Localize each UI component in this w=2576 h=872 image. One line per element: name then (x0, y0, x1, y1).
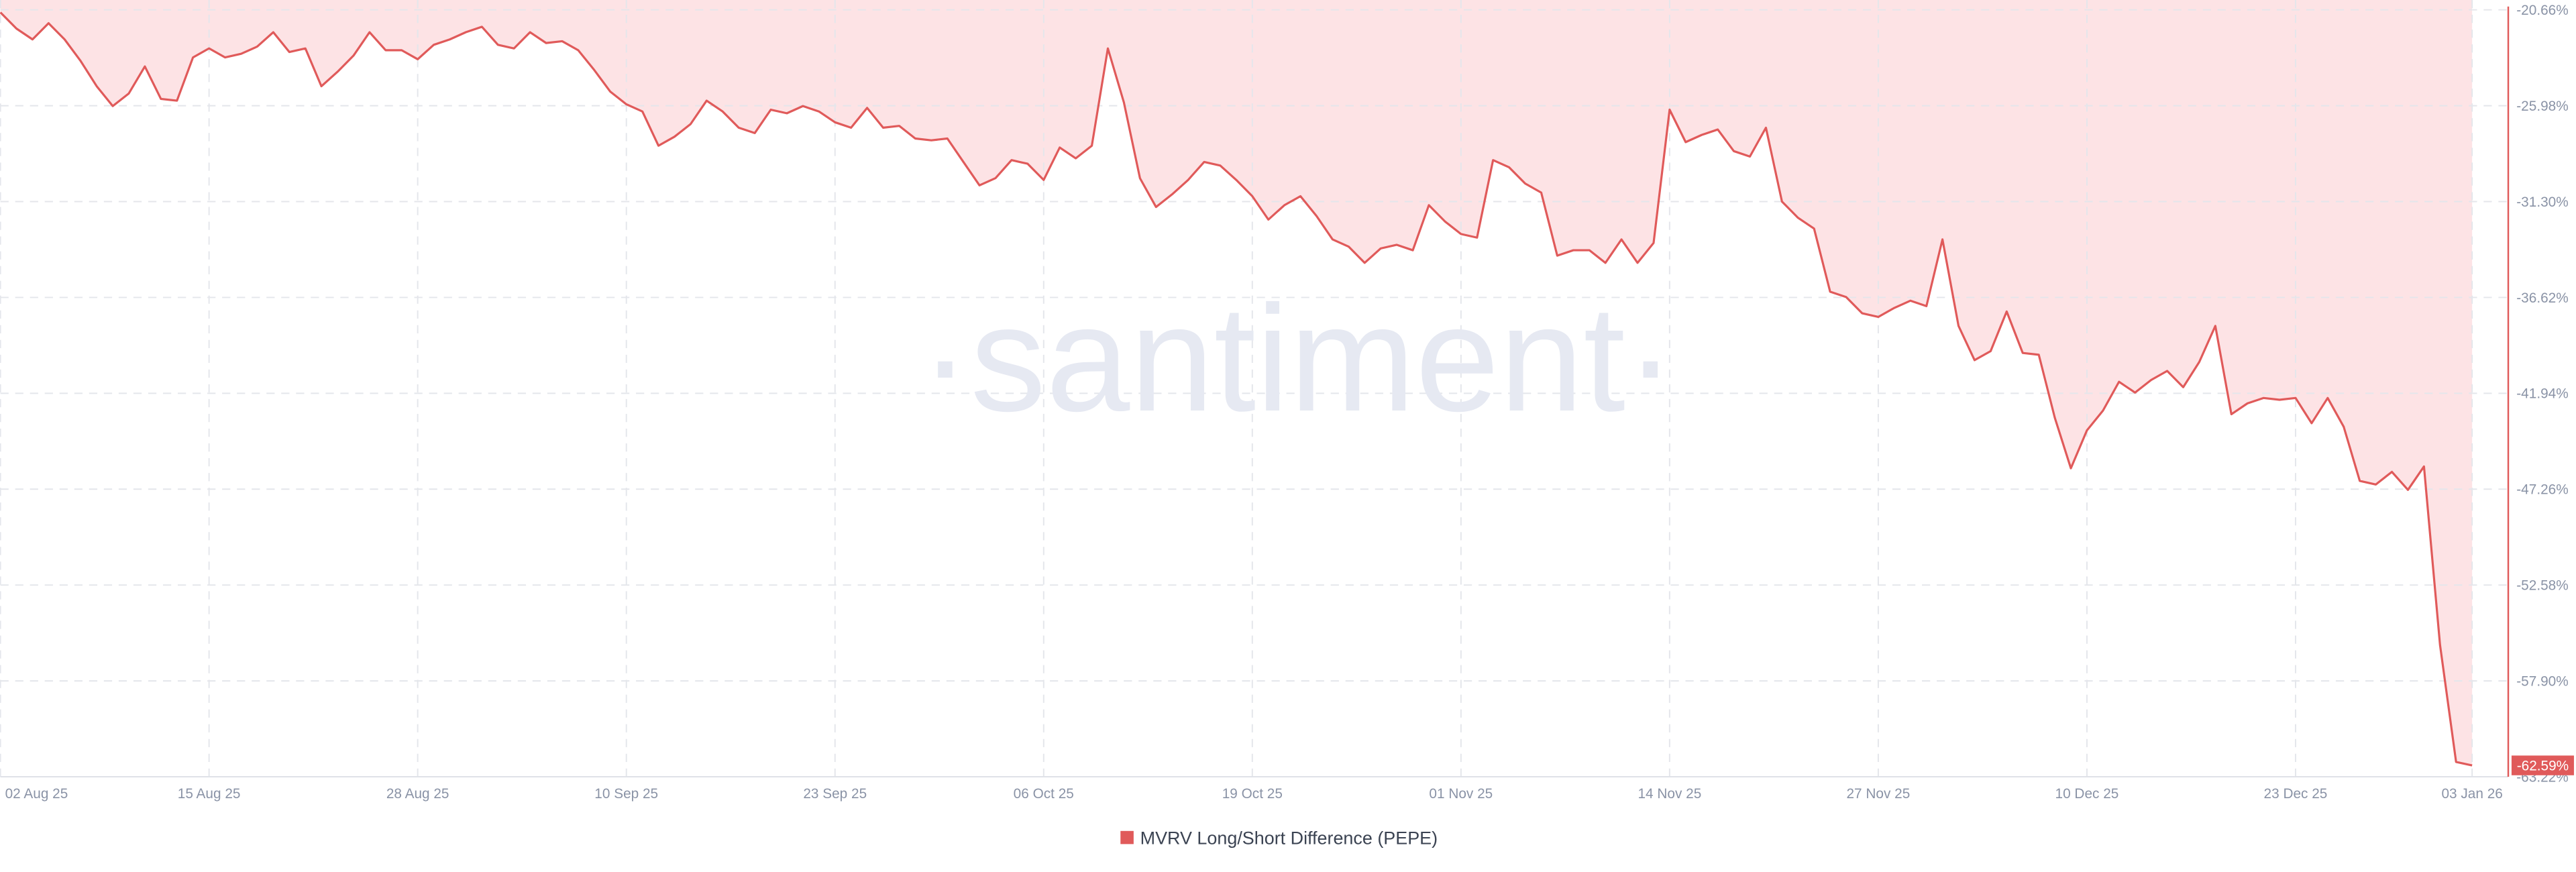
x-tick-label: 19 Oct 25 (1222, 786, 1283, 802)
legend-label: MVRV Long/Short Difference (PEPE) (1140, 828, 1438, 848)
x-tick-label: 27 Nov 25 (1847, 786, 1911, 802)
x-tick-label: 15 Aug 25 (178, 786, 241, 802)
y-tick-label: -57.90% (2516, 673, 2568, 689)
y-tick-label: -25.98% (2516, 99, 2568, 114)
y-tick-label: -20.66% (2516, 3, 2568, 18)
x-tick-label: 01 Nov 25 (1429, 786, 1493, 802)
value-label-box (2511, 755, 2574, 775)
x-tick-label: 03 Jan 26 (2441, 786, 2502, 802)
area (0, 0, 2473, 766)
x-tick-label: 23 Dec 25 (2264, 786, 2328, 802)
x-tick-label: 06 Oct 25 (1014, 786, 1074, 802)
y-tick-label: -31.30% (2516, 195, 2568, 210)
x-tick-label: 10 Dec 25 (2055, 786, 2119, 802)
y-tick-label: -52.58% (2516, 578, 2568, 594)
y-tick-label: -41.94% (2516, 386, 2568, 402)
x-tick-label: 02 Aug 25 (5, 786, 68, 802)
y-tick-label: -47.26% (2516, 482, 2568, 498)
legend-swatch (1120, 830, 1134, 844)
y-tick-label: -36.62% (2516, 290, 2568, 306)
x-tick-label: 28 Aug 25 (386, 786, 449, 802)
x-tick-label: 10 Sep 25 (594, 786, 658, 802)
x-tick-label: 23 Sep 25 (803, 786, 867, 802)
line (0, 11, 2473, 767)
x-tick-label: 14 Nov 25 (1638, 786, 1701, 802)
value-label: -62.59% (2517, 758, 2569, 773)
watermark: ·santiment· (920, 274, 1675, 443)
